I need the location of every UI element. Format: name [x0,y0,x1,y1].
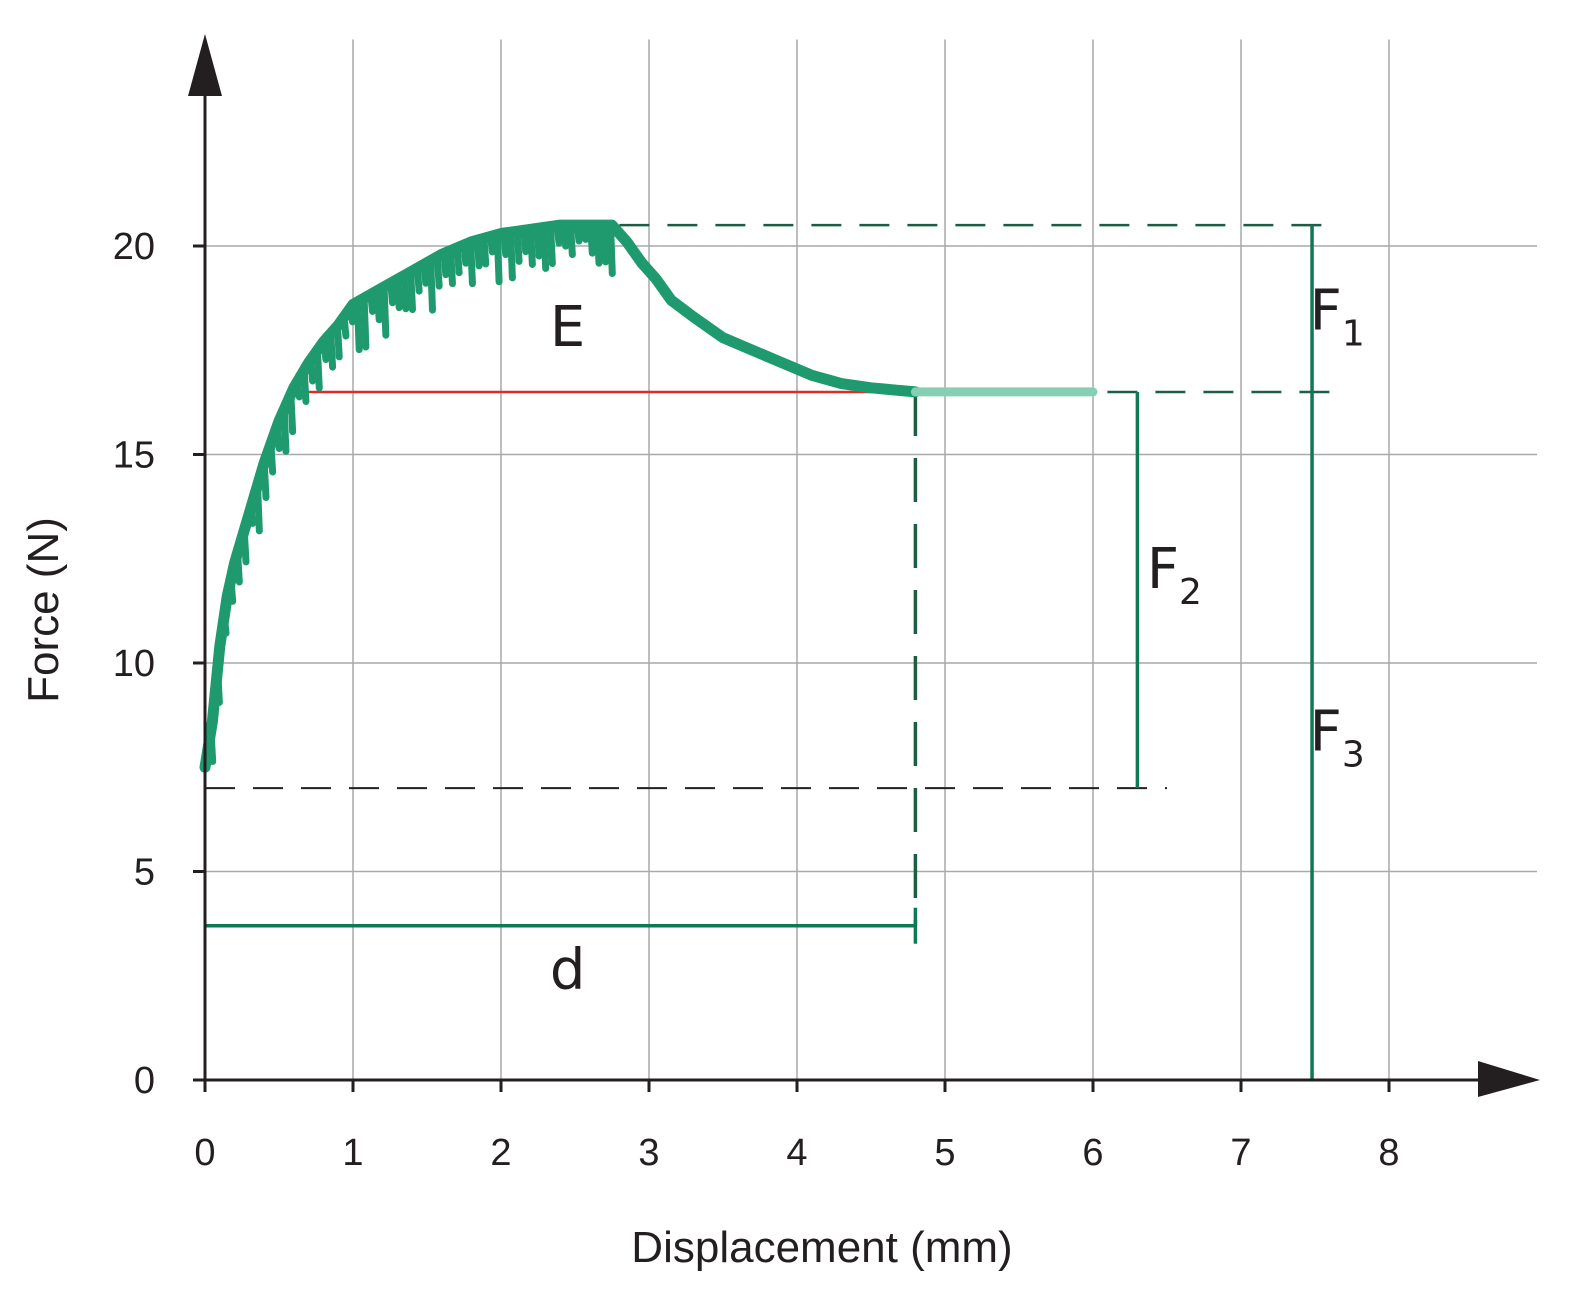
force-curve-noise [467,238,476,288]
force-curve-noise [573,221,583,245]
force-curve-noise [540,223,550,272]
force-curve-noise [280,405,290,455]
force-curve-noise [393,275,403,312]
y-tick-label: 10 [113,643,155,685]
force-curve-noise [207,727,217,765]
y-axis-arrow-icon [188,34,222,96]
reference-lines [205,223,1330,1080]
force-curve-noise [507,228,516,282]
force-curve-noise [227,576,237,605]
axes [188,34,1540,1097]
force-curve-noise [260,459,270,501]
force-curve-noise [420,260,430,287]
force-curve-noise [234,549,243,586]
force-curve-noise [333,322,343,361]
annotation-F1: F1 [1310,278,1365,354]
annotation-F2: F2 [1147,537,1202,613]
force-curve-noise [413,264,423,295]
data-series [199,219,1098,773]
x-tick-label: 4 [786,1132,807,1174]
force-curve-noise [593,221,603,267]
force-curve-noise [433,253,443,290]
force-curve-noise [287,390,297,436]
y-axis-title: Force (N) [19,517,68,703]
x-tick-label: 6 [1082,1132,1103,1174]
force-curve-noise [513,227,523,265]
force-curve-noise [340,313,350,340]
force-curve-noise [460,241,470,267]
force-curve-noise [360,294,370,351]
force-curve-noise [274,421,283,452]
force-curve-noise [400,272,410,313]
x-tick-label: 8 [1378,1132,1399,1174]
x-tick-label: 7 [1230,1132,1251,1174]
annotation-F3: F3 [1310,700,1365,776]
force-curve-noise [480,234,490,268]
force-curve-noise [247,504,257,527]
force-curve-noise [447,247,456,288]
annotation-d: d [550,937,586,1002]
force-curve-noise [327,330,337,371]
x-tick-label: 5 [934,1132,955,1174]
force-curve-noise [607,221,616,278]
force-curve-noise [493,231,503,286]
force-curve-noise [533,224,543,260]
force-curve-noise [520,226,530,256]
grid [193,39,1537,1092]
force-curve-noise [320,337,330,364]
force-curve-noise [267,440,277,476]
annotation-subscript: 1 [1342,313,1365,354]
force-curve-noise [307,356,317,385]
force-curve-noise [240,526,250,566]
force-curve-noise [567,221,576,259]
force-curve-noise [380,283,390,339]
force-curve-noise [547,223,556,268]
force-curve-noise [427,257,436,314]
y-tick-label: 5 [134,852,155,894]
x-tick-label: 2 [490,1132,511,1174]
force-curve-noise [220,612,230,637]
force-curve-noise [500,229,510,259]
force-curve-noise [453,244,463,277]
force-curve-noise [347,304,357,326]
force-curve-noise [353,298,363,354]
force-curve-noise [367,290,377,315]
y-tick-label: 0 [134,1060,155,1102]
force-curve-noise [587,221,596,257]
annotation-subscript: 2 [1179,572,1202,613]
force-curve-noise [527,225,536,268]
x-tick-label: 3 [638,1132,659,1174]
force-curve-noise [473,236,483,270]
annotations: Ed F1 F2 F3 [550,278,1365,1002]
force-curve-noise [313,346,323,392]
y-tick-label: 15 [113,435,155,477]
y-tick-label: 20 [113,226,155,268]
force-curve-noise [254,481,263,535]
force-curve-noise [373,287,383,324]
force-curve-noise [387,279,397,307]
force-curve-noise [214,665,223,706]
x-axis-arrow-icon [1478,1061,1540,1097]
force-curve-noise [553,222,563,247]
x-tick-label: 0 [194,1132,215,1174]
x-axis-title: Displacement (mm) [631,1223,1012,1272]
annotation-subscript: 3 [1342,735,1365,776]
x-tick-label: 1 [342,1132,363,1174]
force-curve-noise [487,232,496,256]
force-curve-noise [440,249,450,279]
force-curve-noise [294,378,303,401]
force-curve-noise [560,221,570,250]
tick-labels: 0 1 2 3 4 5 6 7 8 0 5 10 15 20 [113,226,1400,1174]
force-curve-noise [600,221,610,266]
force-curve-noise [407,268,416,314]
annotation-E: E [550,295,585,360]
force-curve-noise [580,221,590,243]
force-curve-noise [300,366,310,405]
